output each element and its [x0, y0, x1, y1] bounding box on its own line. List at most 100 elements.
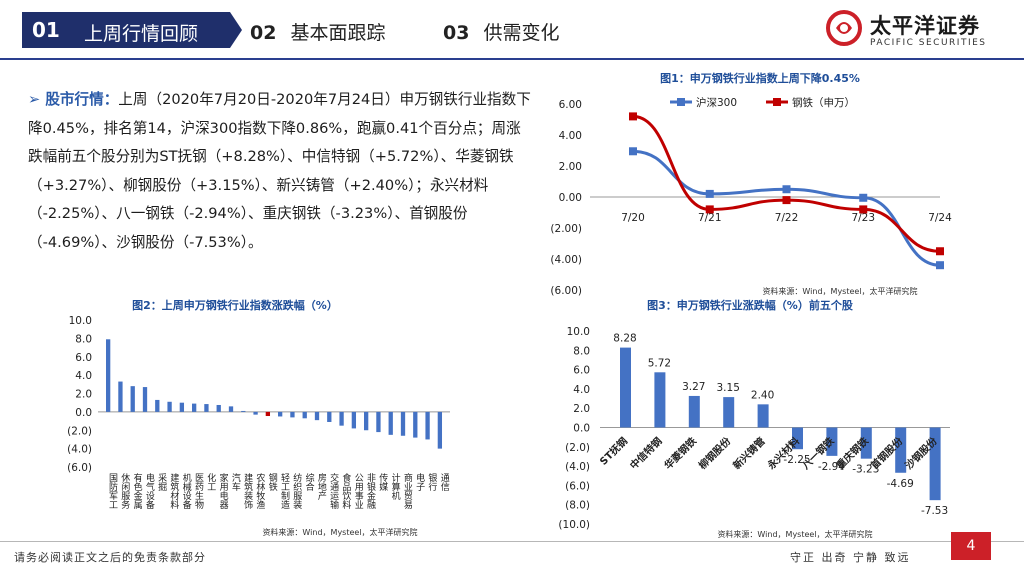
y-tick-label: 6.0	[573, 365, 590, 377]
x-tick-label: 传媒	[377, 472, 388, 492]
x-tick-label: 国防军工	[107, 473, 118, 509]
tab-number: 02	[250, 22, 277, 44]
chart-industry-change-bar: 图2：上周申万钢铁行业指数涨跌幅（%） 10.0 8.0 6.0 4.0 2.0 0.0 (2…	[67, 298, 450, 537]
x-tick-label: 家用电器	[218, 472, 229, 509]
x-tick-label: 华菱钢铁	[661, 434, 698, 471]
y-tick-label: 4.0	[75, 370, 92, 382]
chart-index-weekly-line: 图1：申万钢铁行业指数上周下降0.45% 沪深300 钢铁（申万） 6.00 4.00 2…	[550, 71, 952, 296]
x-tick-label: 休闲服务	[119, 472, 129, 510]
bar	[290, 411, 295, 418]
y-tick-label: 2.0	[75, 389, 92, 401]
brand-name-en: PACIFIC SECURITIES	[870, 38, 987, 48]
x-tick-label: 化工	[205, 472, 216, 491]
y-tick-label: (4.0)	[67, 444, 92, 456]
bar	[929, 427, 941, 501]
data-label: -4.69	[887, 478, 914, 490]
bar	[327, 411, 332, 422]
brand-logo: 太平洋证券 PACIFIC SECURITIES	[826, 8, 1016, 52]
x-tick-label: 食品饮料	[340, 472, 351, 510]
y-tick-label: (10.0)	[558, 519, 590, 531]
x-tick-label: 银行	[426, 472, 437, 492]
x-tick-label: 7/24	[928, 212, 952, 224]
x-tick-label: 医药生物	[193, 473, 204, 510]
bar	[339, 411, 344, 426]
bar	[654, 372, 666, 428]
y-tick-label: 4.0	[573, 384, 590, 396]
tab-number: 01	[32, 18, 60, 42]
bar	[723, 397, 735, 428]
data-label: 2.40	[751, 389, 774, 401]
tab-label: 基本面跟踪	[290, 22, 386, 44]
y-tick-label: 4.00	[559, 130, 582, 142]
y-tick-label: 6.00	[559, 99, 582, 111]
y-tick-label: 0.0	[573, 423, 590, 435]
x-tick-label: 7/22	[775, 212, 799, 224]
bar	[364, 411, 369, 431]
y-tick-label: (6.00)	[550, 285, 582, 296]
bar	[437, 411, 443, 449]
bar	[302, 411, 307, 419]
data-label: -3.23	[852, 464, 879, 476]
chart-source: 资料来源：Wind，Mysteel，太平洋研究院	[717, 529, 872, 539]
bar	[278, 411, 283, 417]
x-tick-label: ST抚钢	[597, 434, 630, 467]
data-point	[936, 247, 944, 256]
data-point	[859, 205, 868, 214]
data-label: 3.27	[682, 381, 705, 393]
y-tick-label: 0.0	[75, 407, 92, 419]
legend-label: 钢铁（申万）	[792, 96, 855, 109]
tab-fundamentals[interactable]: 02 基本面跟踪	[250, 18, 385, 45]
x-tick-label: 交通运输	[328, 472, 339, 510]
y-tick-label: 0.00	[559, 192, 582, 204]
bar	[388, 411, 393, 435]
bar	[130, 386, 135, 412]
page-number: 4	[951, 532, 991, 560]
x-tick-label: 纺织服装	[291, 472, 302, 510]
bar	[314, 411, 320, 421]
bar	[228, 406, 234, 412]
x-tick-label: 中信特钢	[627, 434, 664, 471]
bar	[241, 410, 246, 412]
footer-disclaimer: 请务必阅读正文之后的免责条款部分	[14, 551, 206, 564]
data-point	[782, 196, 791, 205]
bar	[400, 411, 406, 436]
data-point	[629, 112, 637, 121]
y-tick-label: (4.00)	[550, 254, 582, 266]
bar	[757, 404, 769, 428]
data-point	[705, 205, 714, 214]
x-tick-label: 计算机	[390, 472, 401, 501]
bullet-arrow-icon: ➢	[28, 91, 46, 108]
bar	[142, 387, 148, 412]
chart-source: 资料来源：Wind，Mysteel，太平洋研究院	[262, 527, 417, 537]
x-tick-label: 有色金属	[132, 472, 143, 510]
x-tick-label: 电气设备	[144, 472, 155, 509]
tab-market-review[interactable]: 01 上周行情回顾	[22, 12, 242, 48]
y-tick-label: (4.0)	[565, 461, 590, 473]
data-label: 8.28	[613, 333, 636, 345]
y-tick-label: (2.0)	[565, 442, 590, 454]
bar	[688, 395, 700, 428]
footer-motto: 守正 出奇 宁静 致远	[790, 551, 911, 564]
x-tick-label: 非银金融	[365, 472, 376, 510]
data-point	[629, 147, 637, 156]
x-tick-label: 柳钢股份	[696, 434, 734, 472]
market-summary-text: 上周（2020年7月20日-2020年7月24日）申万钢铁行业指数下降0.45%…	[28, 91, 531, 251]
chart-title: 图1：申万钢铁行业指数上周下降0.45%	[660, 71, 860, 85]
market-summary: ➢ 股市行情：上周（2020年7月20日-2020年7月24日）申万钢铁行业指数…	[28, 86, 532, 257]
data-point	[705, 189, 714, 198]
x-tick-label: 建筑材料	[168, 472, 179, 510]
series-line	[632, 114, 941, 253]
x-tick-label: 商业贸易	[402, 472, 413, 510]
chart-source: 资料来源：Wind，Mysteel，太平洋研究院	[762, 286, 917, 296]
bar	[895, 427, 907, 473]
bar	[351, 411, 357, 429]
chart-title: 图2：上周申万钢铁行业指数涨跌幅（%）	[132, 298, 338, 312]
y-tick-label: 10.0	[69, 315, 92, 327]
x-tick-label: 建筑装饰	[242, 472, 253, 510]
bar	[860, 427, 872, 459]
tab-supply-demand[interactable]: 03 供需变化	[443, 18, 559, 45]
footer-divider	[0, 541, 1024, 542]
y-tick-label: (6.0)	[565, 480, 590, 492]
x-tick-label: 电子	[414, 472, 425, 491]
legend-label: 沪深300	[696, 96, 737, 109]
